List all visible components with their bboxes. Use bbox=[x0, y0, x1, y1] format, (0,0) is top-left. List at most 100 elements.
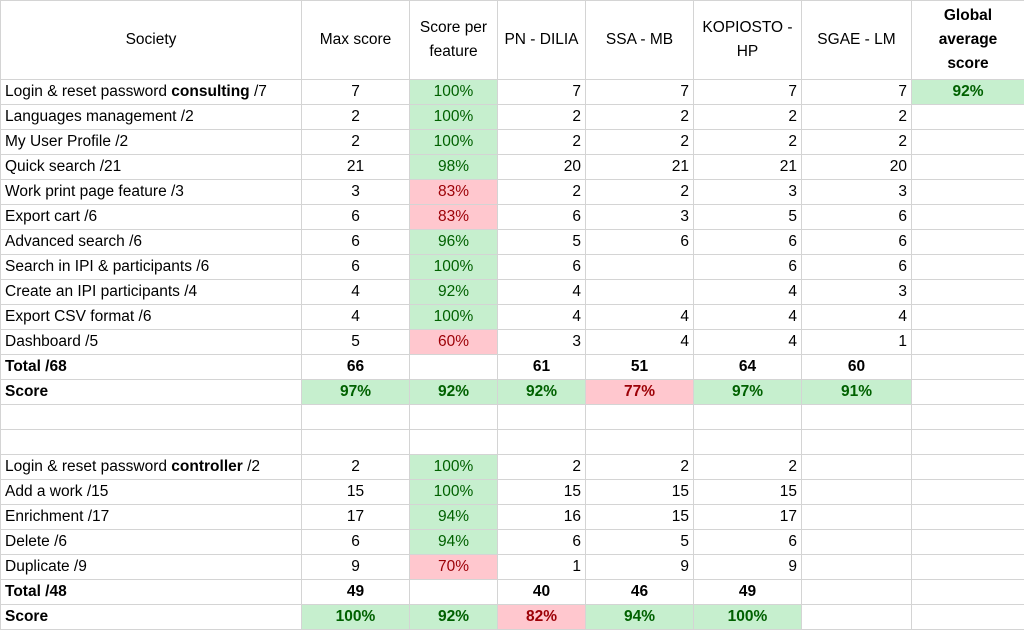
pn-dilia-cell: 7 bbox=[497, 79, 586, 105]
score-sgae-lm bbox=[801, 604, 912, 630]
ssa-mb-cell: 4 bbox=[585, 304, 694, 330]
total-sgae-lm bbox=[801, 579, 912, 605]
sgae-lm-cell: 6 bbox=[801, 204, 912, 230]
global-average-cell bbox=[911, 129, 1024, 155]
score-per-feature-cell: 94% bbox=[409, 504, 498, 530]
feature-label: Work print page feature /3 bbox=[5, 183, 184, 200]
table-row: Search in IPI & participants /6 6 100% 6 6 6 bbox=[0, 254, 1024, 280]
table-row: Create an IPI participants /4 4 92% 4 4 3 bbox=[0, 279, 1024, 305]
table-row: My User Profile /2 2 100% 2 2 2 2 bbox=[0, 129, 1024, 155]
empty-cell bbox=[409, 404, 498, 430]
pn-dilia-cell: 2 bbox=[497, 454, 586, 480]
total-row: Total /68 66 61 51 64 60 bbox=[0, 354, 1024, 380]
sgae-lm-cell: 2 bbox=[801, 129, 912, 155]
global-average-cell bbox=[911, 329, 1024, 355]
kopiosto-hp-cell: 5 bbox=[693, 204, 802, 230]
pn-dilia-cell: 2 bbox=[497, 104, 586, 130]
total-ssa-mb: 46 bbox=[585, 579, 694, 605]
feature-label: Advanced search /6 bbox=[5, 233, 143, 250]
ssa-mb-cell: 15 bbox=[585, 504, 694, 530]
table-row: Export CSV format /6 4 100% 4 4 4 4 bbox=[0, 304, 1024, 330]
max-score-cell: 21 bbox=[301, 154, 410, 180]
global-average-cell bbox=[911, 154, 1024, 180]
sgae-lm-cell: 2 bbox=[801, 104, 912, 130]
kopiosto-hp-cell: 3 bbox=[693, 179, 802, 205]
feature-label-suffix: /2 bbox=[242, 458, 261, 475]
feature-name: Export CSV format /6 bbox=[0, 304, 302, 330]
table-row: Quick search /21 21 98% 20 21 21 20 bbox=[0, 154, 1024, 180]
header-pn-dilia: PN - DILIA bbox=[497, 0, 586, 80]
max-score-cell: 6 bbox=[301, 204, 410, 230]
pn-dilia-cell: 3 bbox=[497, 329, 586, 355]
global-average-cell bbox=[911, 179, 1024, 205]
score-per-feature-cell: 100% bbox=[409, 104, 498, 130]
empty-cell bbox=[585, 429, 694, 455]
table-row: Duplicate /9 9 70% 1 9 9 bbox=[0, 554, 1024, 580]
score-per-feature-cell: 98% bbox=[409, 154, 498, 180]
feature-name: Add a work /15 bbox=[0, 479, 302, 505]
max-score-cell: 2 bbox=[301, 454, 410, 480]
global-average-cell: 92% bbox=[911, 79, 1024, 105]
score-max: 97% bbox=[301, 379, 410, 405]
pn-dilia-cell: 20 bbox=[497, 154, 586, 180]
feature-label-suffix: /7 bbox=[249, 83, 267, 100]
score-global-average bbox=[911, 604, 1024, 630]
feature-name: Enrichment /17 bbox=[0, 504, 302, 530]
feature-name: Create an IPI participants /4 bbox=[0, 279, 302, 305]
kopiosto-hp-cell: 9 bbox=[693, 554, 802, 580]
feature-name: Quick search /21 bbox=[0, 154, 302, 180]
kopiosto-hp-cell: 7 bbox=[693, 79, 802, 105]
kopiosto-hp-cell: 4 bbox=[693, 304, 802, 330]
score-per-feature-cell: 94% bbox=[409, 529, 498, 555]
total-score-per-feature bbox=[409, 579, 498, 605]
header-kopiosto-hp: KOPIOSTO - HP bbox=[693, 0, 802, 80]
pn-dilia-cell: 2 bbox=[497, 179, 586, 205]
score-global-average bbox=[911, 379, 1024, 405]
feature-name: Login & reset password controller /2 bbox=[0, 454, 302, 480]
ssa-mb-cell: 2 bbox=[585, 129, 694, 155]
pn-dilia-cell: 15 bbox=[497, 479, 586, 505]
score-per-feature-total: 92% bbox=[409, 604, 498, 630]
pn-dilia-cell: 16 bbox=[497, 504, 586, 530]
table-row: Login & reset password controller /2 2 100… bbox=[0, 454, 1024, 480]
header-max-score: Max score bbox=[301, 0, 410, 80]
header-row: Society Max score Score per feature PN -… bbox=[0, 0, 1024, 80]
feature-label: Export cart /6 bbox=[5, 208, 98, 225]
header-sgae-lm: SGAE - LM bbox=[801, 0, 912, 80]
global-average-cell bbox=[911, 304, 1024, 330]
empty-cell bbox=[801, 404, 912, 430]
feature-label: Quick search /21 bbox=[5, 158, 122, 175]
total-row: Total /48 49 40 46 49 bbox=[0, 579, 1024, 605]
ssa-mb-cell: 21 bbox=[585, 154, 694, 180]
table-row: Delete /6 6 94% 6 5 6 bbox=[0, 529, 1024, 555]
pn-dilia-cell: 5 bbox=[497, 229, 586, 255]
sgae-lm-cell: 7 bbox=[801, 79, 912, 105]
max-score-cell: 7 bbox=[301, 79, 410, 105]
max-score-cell: 5 bbox=[301, 329, 410, 355]
max-score-cell: 2 bbox=[301, 104, 410, 130]
global-average-cell bbox=[911, 104, 1024, 130]
feature-label: Add a work /15 bbox=[5, 483, 109, 500]
max-score-cell: 15 bbox=[301, 479, 410, 505]
ssa-mb-cell: 7 bbox=[585, 79, 694, 105]
header-global-average: Global average score bbox=[911, 0, 1024, 80]
global-average-cell bbox=[911, 529, 1024, 555]
header-ssa-mb: SSA - MB bbox=[585, 0, 694, 80]
kopiosto-hp-cell: 6 bbox=[693, 529, 802, 555]
feature-name: Duplicate /9 bbox=[0, 554, 302, 580]
sgae-lm-cell bbox=[801, 529, 912, 555]
score-kopiosto-hp: 97% bbox=[693, 379, 802, 405]
sgae-lm-cell: 6 bbox=[801, 229, 912, 255]
table-row: Add a work /15 15 100% 15 15 15 bbox=[0, 479, 1024, 505]
table-row: Languages management /2 2 100% 2 2 2 2 bbox=[0, 104, 1024, 130]
feature-name: My User Profile /2 bbox=[0, 129, 302, 155]
feature-label-bold: consulting bbox=[171, 83, 250, 100]
empty-cell bbox=[409, 429, 498, 455]
score-kopiosto-hp: 100% bbox=[693, 604, 802, 630]
ssa-mb-cell: 6 bbox=[585, 229, 694, 255]
empty-cell bbox=[301, 404, 410, 430]
total-score-per-feature bbox=[409, 354, 498, 380]
feature-label: Search in IPI & participants /6 bbox=[5, 258, 210, 275]
ssa-mb-cell bbox=[585, 254, 694, 280]
score-pn-dilia: 82% bbox=[497, 604, 586, 630]
